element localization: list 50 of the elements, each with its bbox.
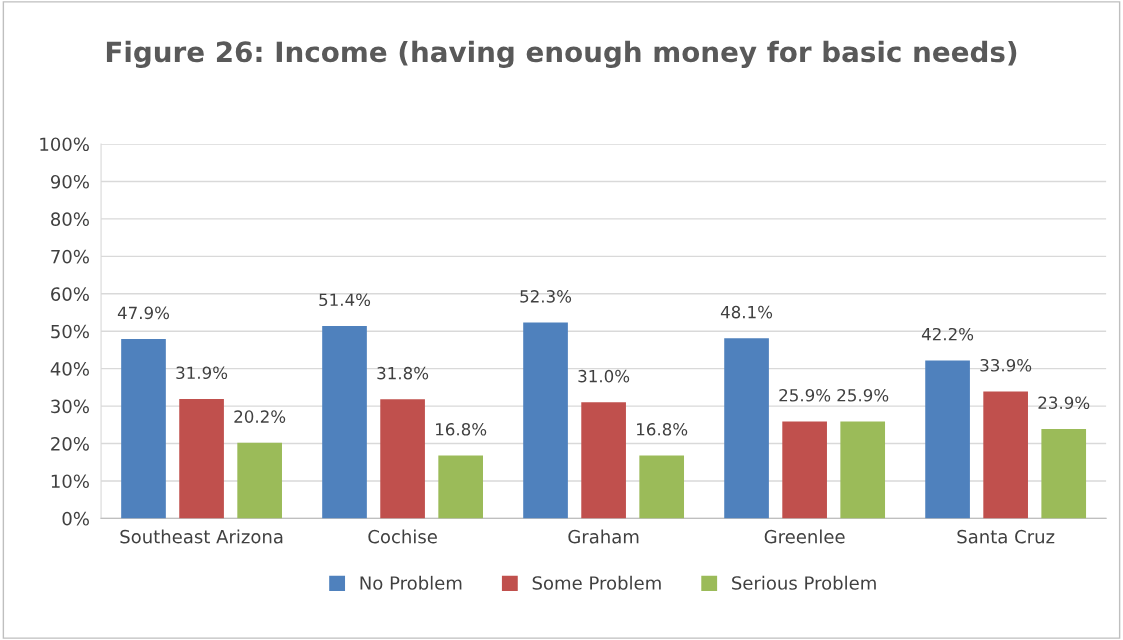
bar [724, 338, 769, 519]
legend-label: Serious Problem [732, 575, 876, 590]
x-tick-label: Santa Cruz [957, 529, 1055, 544]
data-label: 31.9% [176, 366, 228, 380]
bar [121, 339, 166, 519]
bar [179, 398, 224, 519]
y-tick-label: 0% [62, 511, 89, 526]
data-label: 42.2% [921, 327, 974, 341]
y-tick-label: 40% [50, 362, 89, 376]
data-label: 31.0% [578, 369, 630, 383]
legend-label: No Problem [360, 575, 462, 590]
x-tick-label: Southeast Arizona [120, 529, 283, 544]
data-label: 48.1% [720, 305, 773, 319]
y-tick-label: 70% [51, 249, 89, 264]
data-label: 20.2% [234, 410, 286, 423]
data-label: 33.9% [980, 358, 1032, 372]
bar [1041, 428, 1087, 519]
bar [925, 360, 970, 519]
y-tick-label: 80% [51, 212, 89, 226]
legend-label: Some Problem [532, 575, 661, 590]
bar [983, 391, 1028, 519]
x-tick-label: Cochise [368, 529, 437, 544]
chart-title: Figure 26: Income (having enough money for basic needs) [106, 40, 1017, 68]
y-tick-label: 100% [40, 137, 89, 152]
bar [840, 421, 886, 519]
bar [438, 455, 483, 519]
data-label: 47.9% [117, 306, 170, 320]
y-tick-label: 20% [51, 436, 89, 451]
bar [782, 421, 827, 519]
y-tick-label: 90% [50, 174, 89, 189]
y-tick-label: 30% [51, 399, 89, 414]
y-tick-label: 10% [51, 474, 89, 489]
bar [237, 442, 282, 519]
x-tick-label: Graham [568, 529, 639, 544]
x-tick-label: Greenlee [764, 529, 845, 544]
bar [523, 322, 568, 519]
y-tick-label: 60% [51, 287, 89, 301]
data-label: 16.8% [436, 423, 487, 436]
data-label: 52.3% [520, 290, 572, 303]
bar [322, 325, 367, 519]
data-label: 31.8% [377, 366, 429, 380]
data-label: 51.4% [319, 293, 371, 307]
bar [639, 455, 685, 519]
data-label: 25.9% [779, 388, 831, 402]
y-tick-label: 50% [51, 324, 89, 339]
bar [380, 399, 425, 519]
data-label: 16.8% [637, 423, 688, 436]
data-label: 23.9% [1038, 396, 1090, 410]
data-label: 25.9% [837, 388, 889, 402]
bar [581, 402, 626, 519]
